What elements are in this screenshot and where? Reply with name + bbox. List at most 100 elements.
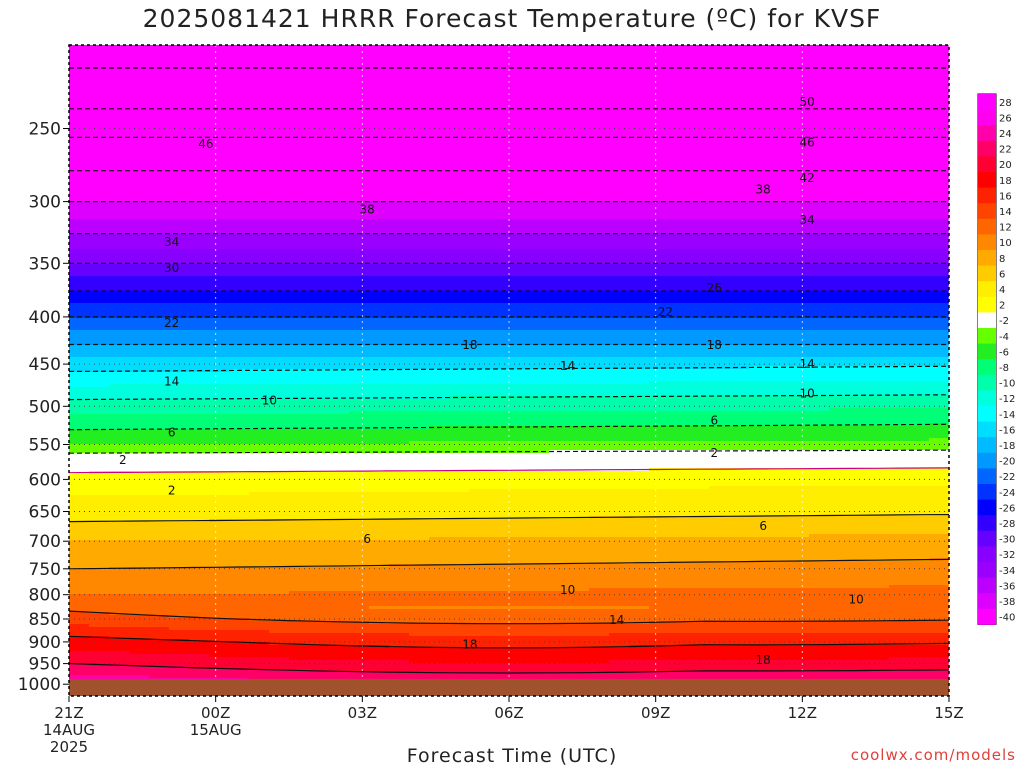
- field-cell: [269, 162, 290, 166]
- field-cell: [509, 276, 530, 280]
- field-cell: [449, 555, 470, 559]
- field-cell: [149, 276, 170, 280]
- field-cell: [509, 258, 530, 262]
- field-cell: [249, 213, 270, 217]
- field-cell: [469, 654, 490, 658]
- field-cell: [289, 384, 310, 388]
- field-cell: [229, 87, 250, 91]
- field-cell: [369, 381, 390, 385]
- field-cell: [249, 390, 270, 394]
- field-cell: [449, 429, 470, 433]
- field-cell: [189, 534, 210, 538]
- field-cell: [389, 111, 410, 115]
- field-cell: [229, 636, 250, 640]
- field-cell: [289, 63, 310, 67]
- field-cell: [449, 618, 470, 622]
- field-cell: [269, 630, 290, 634]
- field-cell: [349, 444, 370, 448]
- field-cell: [469, 561, 490, 565]
- field-cell: [349, 195, 370, 199]
- field-cell: [169, 534, 190, 538]
- field-cell: [89, 639, 110, 643]
- field-cell: [409, 276, 430, 280]
- field-cell: [449, 609, 470, 613]
- field-cell: [449, 303, 470, 307]
- field-cell: [429, 327, 450, 331]
- field-cell: [329, 372, 350, 376]
- field-cell: [409, 255, 430, 259]
- field-cell: [189, 513, 210, 517]
- field-cell: [269, 663, 290, 667]
- field-cell: [229, 459, 250, 463]
- field-cell: [229, 450, 250, 454]
- field-cell: [429, 75, 450, 79]
- field-cell: [509, 153, 530, 157]
- field-cell: [189, 579, 210, 583]
- field-cell: [369, 558, 390, 562]
- field-cell: [169, 555, 190, 559]
- field-cell: [349, 603, 370, 607]
- field-cell: [489, 354, 510, 358]
- field-cell: [409, 465, 430, 469]
- field-cell: [229, 276, 250, 280]
- field-cell: [149, 423, 170, 427]
- field-cell: [369, 138, 390, 142]
- field-cell: [409, 450, 430, 454]
- field-cell: [409, 192, 430, 196]
- field-cell: [229, 321, 250, 325]
- field-cell: [289, 513, 310, 517]
- field-cell: [389, 117, 410, 121]
- field-cell: [89, 144, 110, 148]
- field-cell: [389, 669, 410, 673]
- field-cell: [509, 54, 530, 58]
- field-cell: [309, 582, 330, 586]
- field-cell: [469, 63, 490, 67]
- field-cell: [309, 612, 330, 616]
- field-cell: [429, 303, 450, 307]
- field-cell: [169, 381, 190, 385]
- field-cell: [309, 621, 330, 625]
- field-cell: [89, 129, 110, 133]
- field-cell: [129, 225, 150, 229]
- field-cell: [249, 210, 270, 214]
- field-cell: [429, 117, 450, 121]
- field-cell: [309, 657, 330, 661]
- field-cell: [229, 393, 250, 397]
- field-cell: [109, 213, 130, 217]
- field-cell: [489, 162, 510, 166]
- field-cell: [309, 546, 330, 550]
- field-cell: [209, 291, 230, 295]
- field-cell: [149, 252, 170, 256]
- field-cell: [289, 255, 310, 259]
- field-cell: [289, 453, 310, 457]
- field-cell: [349, 483, 370, 487]
- field-cell: [69, 489, 90, 493]
- field-cell: [289, 54, 310, 58]
- field-cell: [189, 663, 210, 667]
- field-cell: [269, 117, 290, 121]
- field-cell: [149, 138, 170, 142]
- field-cell: [269, 525, 290, 529]
- field-cell: [469, 438, 490, 442]
- field-cell: [409, 513, 430, 517]
- field-cell: [109, 618, 130, 622]
- field-cell: [209, 234, 230, 238]
- field-cell: [309, 144, 330, 148]
- field-cell: [129, 675, 150, 679]
- field-cell: [289, 576, 310, 580]
- field-cell: [249, 552, 270, 556]
- field-cell: [469, 339, 490, 343]
- field-cell: [389, 297, 410, 301]
- field-cell: [189, 642, 210, 646]
- field-cell: [369, 297, 390, 301]
- field-cell: [169, 342, 190, 346]
- field-cell: [249, 591, 270, 595]
- field-cell: [489, 258, 510, 262]
- field-cell: [309, 309, 330, 313]
- field-cell: [129, 570, 150, 574]
- field-cell: [329, 192, 350, 196]
- field-cell: [289, 288, 310, 292]
- field-cell: [369, 309, 390, 313]
- field-cell: [269, 306, 290, 310]
- field-cell: [289, 357, 310, 361]
